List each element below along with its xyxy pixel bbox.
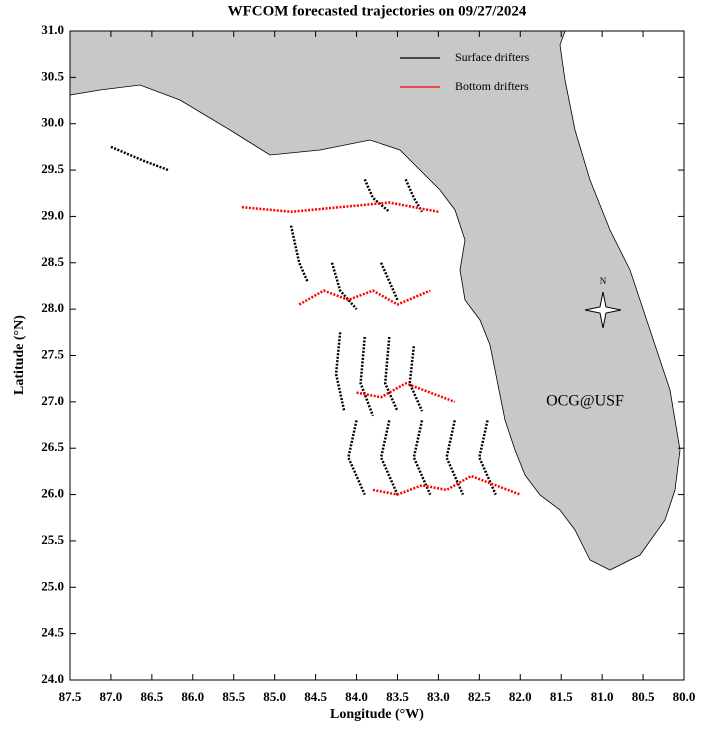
y-tick-label: 30.5 bbox=[41, 68, 64, 83]
legend-label: Surface drifters bbox=[455, 50, 530, 64]
x-tick-label: 87.5 bbox=[59, 689, 82, 704]
y-tick-label: 26.5 bbox=[41, 439, 64, 454]
y-tick-label: 31.0 bbox=[41, 22, 64, 37]
x-tick-label: 81.0 bbox=[591, 689, 614, 704]
y-tick-label: 30.0 bbox=[41, 115, 64, 130]
y-tick-label: 27.0 bbox=[41, 393, 64, 408]
y-tick-label: 24.5 bbox=[41, 625, 64, 640]
legend-label: Bottom drifters bbox=[455, 79, 529, 93]
y-tick-label: 29.0 bbox=[41, 207, 64, 222]
x-tick-label: 85.0 bbox=[263, 689, 286, 704]
y-axis-label: Latitude (°N) bbox=[12, 315, 27, 395]
x-tick-label: 83.5 bbox=[386, 689, 409, 704]
y-tick-label: 28.5 bbox=[41, 254, 64, 269]
y-tick-label: 25.0 bbox=[41, 578, 64, 593]
x-tick-label: 82.5 bbox=[468, 689, 491, 704]
land bbox=[69, 30, 681, 571]
x-tick-label: 82.0 bbox=[509, 689, 532, 704]
trajectory bbox=[298, 289, 431, 306]
x-axis-label: Longitude (°W) bbox=[330, 707, 424, 722]
y-tick-label: 28.0 bbox=[41, 300, 64, 315]
x-tick-label: 83.0 bbox=[427, 689, 450, 704]
trajectory bbox=[383, 336, 399, 412]
x-tick-label: 86.0 bbox=[181, 689, 204, 704]
trajectory bbox=[356, 381, 456, 404]
y-tick-label: 24.0 bbox=[41, 671, 64, 686]
x-tick-label: 80.0 bbox=[673, 689, 696, 704]
y-tick-label: 29.5 bbox=[41, 161, 64, 176]
trajectory bbox=[359, 336, 375, 417]
x-tick-label: 84.5 bbox=[304, 689, 327, 704]
x-tick-label: 80.5 bbox=[632, 689, 655, 704]
compass-label: N bbox=[600, 276, 607, 286]
annotation: OCG@USF bbox=[546, 393, 624, 410]
y-tick-label: 25.5 bbox=[41, 532, 64, 547]
trajectory bbox=[330, 262, 358, 310]
x-tick-label: 87.0 bbox=[100, 689, 123, 704]
x-tick-label: 84.0 bbox=[345, 689, 368, 704]
x-tick-label: 86.5 bbox=[140, 689, 163, 704]
x-tick-label: 85.5 bbox=[222, 689, 245, 704]
y-tick-label: 26.0 bbox=[41, 486, 64, 501]
y-tick-label: 27.5 bbox=[41, 346, 64, 361]
compass: N bbox=[584, 276, 622, 329]
chart-title: WFCOM forecasted trajectories on 09/27/2… bbox=[228, 3, 527, 19]
trajectory bbox=[372, 474, 521, 496]
trajectory bbox=[110, 145, 169, 172]
compass-rose bbox=[584, 291, 622, 329]
trajectory bbox=[408, 346, 424, 412]
x-tick-label: 81.5 bbox=[550, 689, 573, 704]
trajectory bbox=[334, 332, 346, 412]
trajectory bbox=[241, 201, 439, 214]
